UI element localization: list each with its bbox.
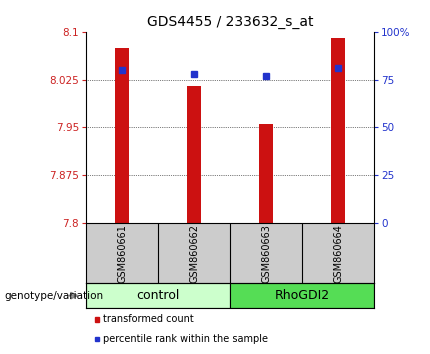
Text: GSM860661: GSM860661 [117, 224, 127, 282]
Text: GSM860662: GSM860662 [189, 224, 199, 282]
Bar [230, 283, 374, 308]
Bar [331, 38, 345, 223]
Bar [187, 86, 201, 223]
Title: GDS4455 / 233632_s_at: GDS4455 / 233632_s_at [147, 16, 313, 29]
Text: genotype/variation: genotype/variation [4, 291, 104, 301]
Text: percentile rank within the sample: percentile rank within the sample [103, 334, 268, 344]
Text: GSM860663: GSM860663 [261, 224, 271, 282]
Text: RhoGDI2: RhoGDI2 [274, 289, 330, 302]
Bar [259, 124, 273, 223]
Bar [115, 48, 129, 223]
Text: GSM860664: GSM860664 [333, 224, 343, 282]
Text: control: control [136, 289, 180, 302]
Text: transformed count: transformed count [103, 314, 194, 325]
Bar [86, 283, 230, 308]
